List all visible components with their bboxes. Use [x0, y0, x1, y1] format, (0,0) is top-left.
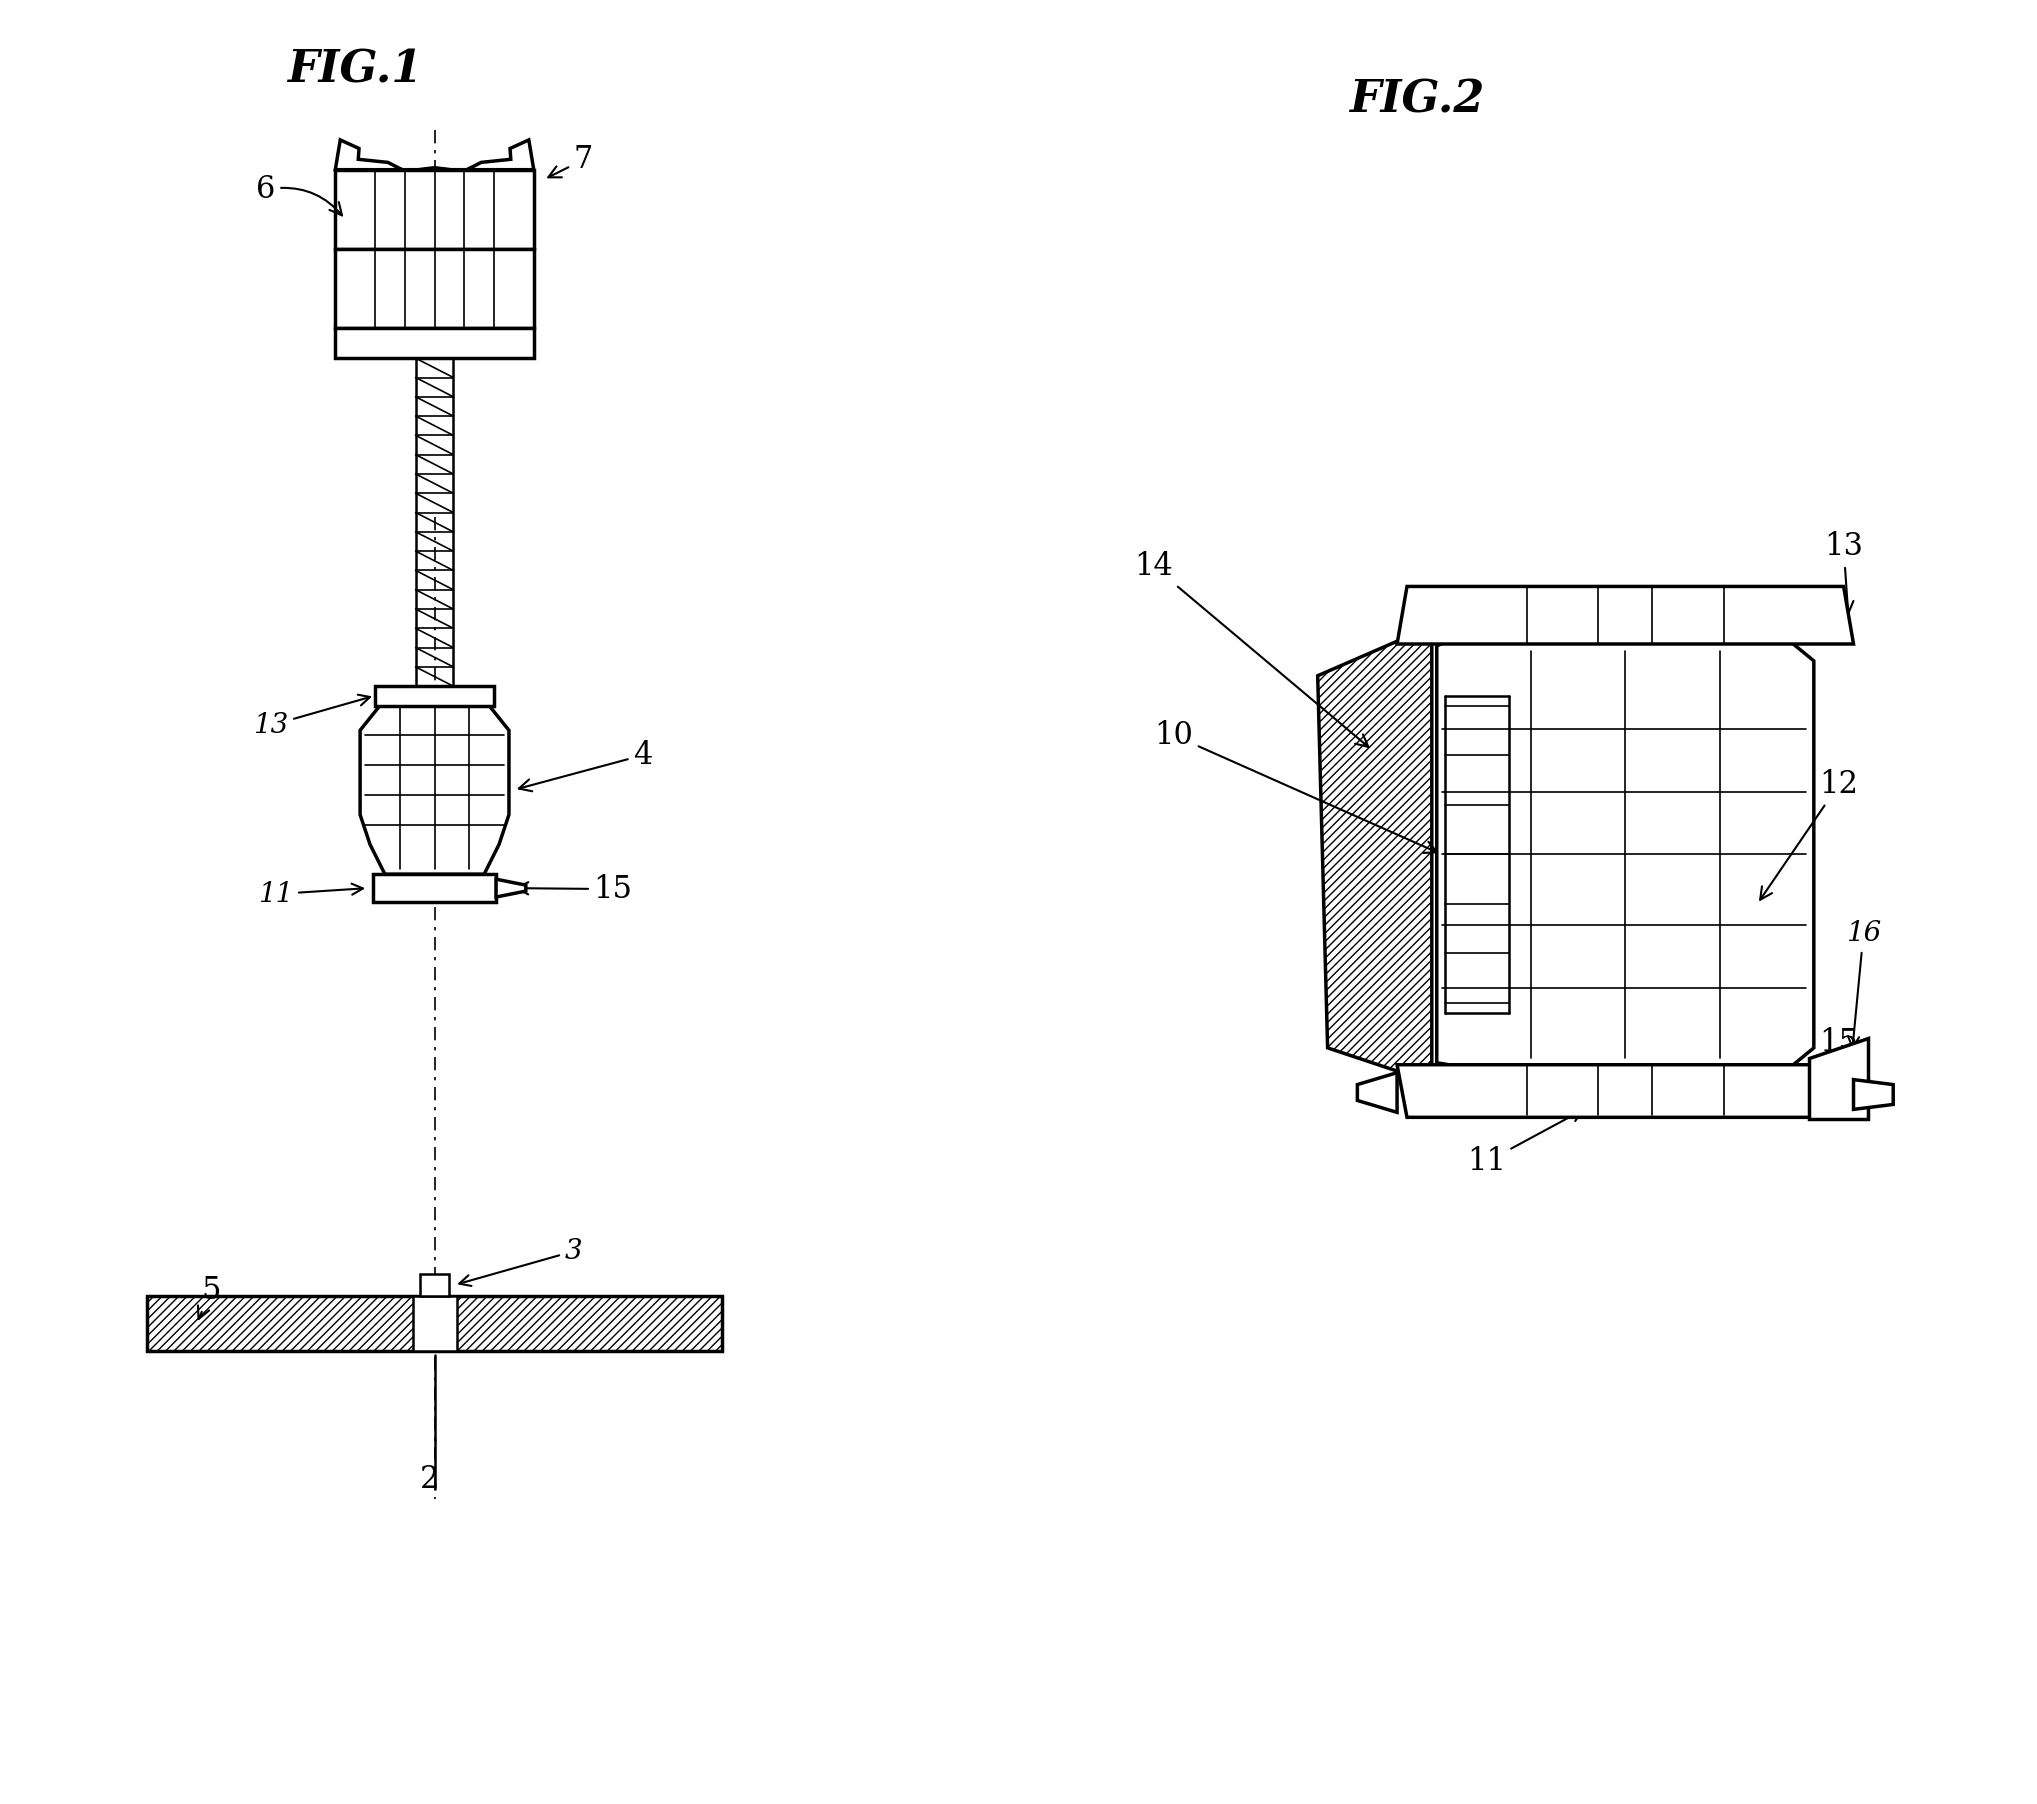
Polygon shape [336, 170, 534, 249]
Text: 5: 5 [198, 1275, 220, 1319]
Text: 16: 16 [1846, 920, 1880, 1048]
Text: FIG.1: FIG.1 [287, 49, 424, 92]
Polygon shape [336, 249, 534, 328]
Text: 2: 2 [420, 1465, 440, 1496]
Bar [147, 1295, 723, 1351]
Text: 14: 14 [1135, 550, 1369, 747]
Text: 15: 15 [515, 873, 634, 904]
Polygon shape [1397, 1064, 1854, 1117]
Polygon shape [1809, 1037, 1868, 1118]
Polygon shape [1318, 626, 1432, 1082]
Text: 3: 3 [458, 1238, 583, 1286]
Polygon shape [375, 686, 495, 705]
Text: 11: 11 [259, 880, 363, 907]
Polygon shape [1397, 586, 1854, 644]
Polygon shape [336, 141, 534, 171]
Text: 13: 13 [253, 695, 371, 740]
Polygon shape [373, 875, 497, 902]
Polygon shape [1357, 1073, 1397, 1113]
Polygon shape [1854, 1079, 1892, 1109]
Text: FIG.2: FIG.2 [1348, 79, 1485, 121]
Bar [414, 1295, 458, 1351]
Polygon shape [361, 705, 509, 875]
Text: 15: 15 [1819, 1028, 1870, 1090]
Text: 7: 7 [548, 144, 593, 177]
Text: 12: 12 [1760, 770, 1858, 900]
Text: 6: 6 [257, 173, 342, 215]
Polygon shape [1436, 621, 1813, 1082]
Text: 13: 13 [1823, 530, 1864, 613]
Text: 11: 11 [1467, 1109, 1583, 1178]
Text: 4: 4 [519, 740, 652, 792]
Polygon shape [497, 879, 526, 897]
Polygon shape [336, 328, 534, 359]
Bar [420, 1274, 450, 1295]
Text: 10: 10 [1155, 720, 1436, 853]
